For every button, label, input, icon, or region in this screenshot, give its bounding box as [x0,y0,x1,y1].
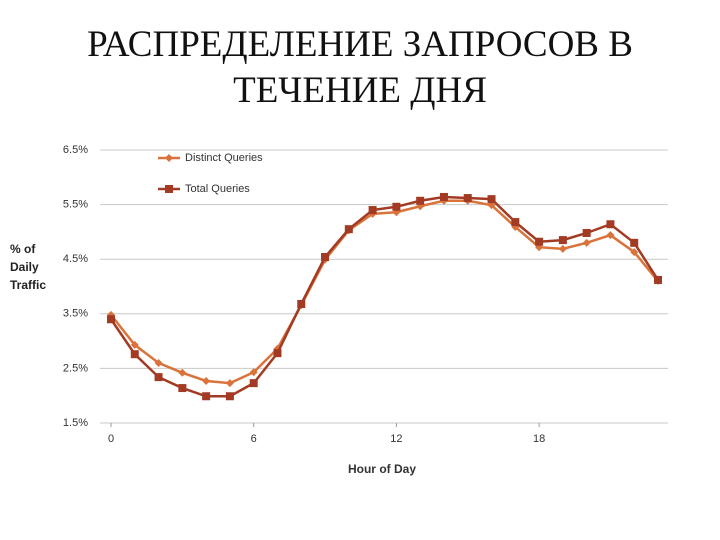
point [297,299,306,308]
point [487,201,496,210]
point [439,192,448,201]
point [130,340,139,349]
point [107,315,115,324]
point [368,206,377,215]
x-tick-label: 12 [390,433,402,445]
point [178,384,187,393]
point [392,202,401,211]
point [463,194,472,203]
point [178,368,187,377]
legend-marker [165,154,173,162]
point [130,350,139,359]
y-tick-label: 5.5% [63,199,88,211]
y-tick-label: 2.5% [63,362,88,374]
series-line [109,195,660,398]
y-tick-label: 4.5% [63,253,88,265]
point [154,358,163,367]
point [154,373,163,382]
point [511,218,520,227]
point [321,253,330,262]
x-tick-label: 0 [108,433,114,445]
point [202,392,211,401]
point [654,275,662,284]
point [582,228,591,237]
point [202,376,211,385]
point [630,238,639,247]
y-tick-label: 6.5% [63,144,88,156]
point [249,368,258,377]
point [249,379,258,388]
point [558,236,567,245]
point [630,248,639,257]
point [535,237,544,246]
legend-label: Distinct Queries [185,152,263,164]
point [225,379,234,388]
y-tick-label: 1.5% [63,417,88,429]
point [558,244,567,253]
legend-label: Total Queries [185,183,250,195]
point [416,196,425,205]
point [273,349,282,358]
y-axis-label: % of Daily Traffic [10,242,47,292]
point [606,220,615,229]
series-line [110,199,659,385]
point [606,231,615,240]
legend-marker [165,185,173,193]
x-axis-label: Hour of Day [348,462,416,476]
point [344,225,353,234]
point [487,195,496,204]
x-tick-label: 6 [251,433,257,445]
y-tick-label: 3.5% [63,308,88,320]
point [582,238,591,247]
point [225,392,234,401]
x-tick-label: 18 [533,433,545,445]
chart-title: РАСПРЕДЕЛЕНИЕ ЗАПРОСОВ В ТЕЧЕНИЕ ДНЯ [87,24,633,111]
